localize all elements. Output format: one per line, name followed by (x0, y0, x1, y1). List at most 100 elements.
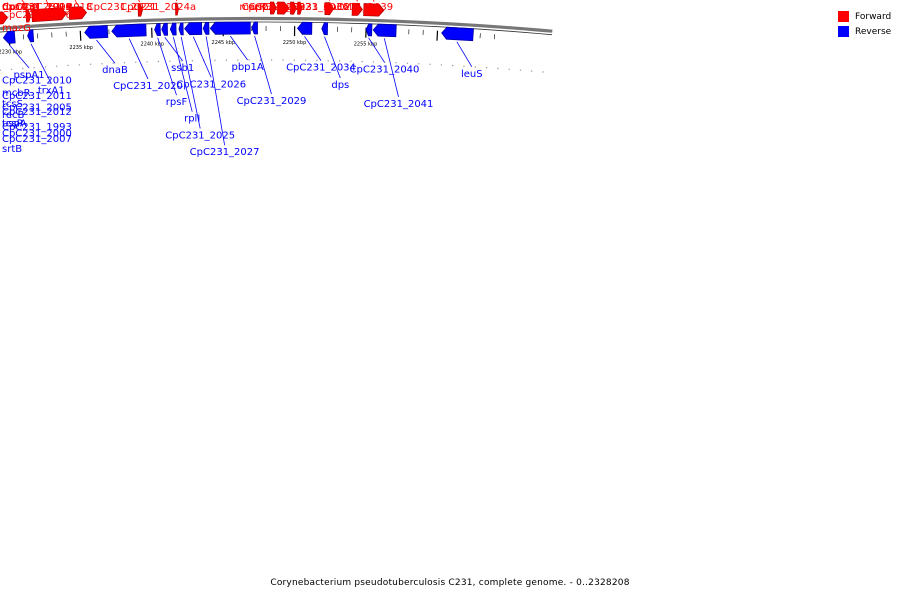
gene-label-CpC231_2040: CpC231_2040 (350, 64, 420, 75)
guide-dot (316, 59, 318, 62)
guide-dot (169, 60, 171, 62)
guide-dot (214, 59, 216, 61)
gene-pspA1 (2, 30, 16, 44)
gene-CpC231_2034 (296, 21, 313, 35)
guide-dot (112, 62, 114, 64)
gene-CpC231_2032 (290, 1, 297, 15)
guide-dot (519, 69, 522, 71)
gene-label-pbp1A: pbp1A (231, 62, 263, 73)
gene-label-pspA1: pspA1 (14, 70, 45, 81)
guide-dot (89, 63, 92, 65)
leader-CpC231_2020 (128, 38, 149, 80)
guide-dot (191, 60, 194, 62)
gene-label-CpC231_2029: CpC231_2029 (237, 96, 307, 107)
guide-dot (33, 67, 35, 69)
gene-label-uspA: uspA (2, 118, 27, 129)
guide-dot (508, 68, 510, 71)
guide-dot (123, 62, 126, 64)
gene-CpC231_2036 (324, 2, 335, 16)
guide-dot (406, 62, 409, 64)
forward-swatch (838, 11, 849, 22)
gene-label-dps: dps (331, 80, 349, 91)
gene-label-CpC231_2020: CpC231_2020 (113, 81, 183, 92)
gene-label-CpC231_1996: CpC231_1996 (2, 10, 72, 21)
scale-label: 2235 kbp (69, 45, 93, 51)
gene-label-mcbR: mcbR (2, 88, 31, 99)
guide-dot (44, 66, 47, 68)
scale-label: 2250 kbp (283, 40, 307, 46)
dotted-guide-lines (0, 59, 544, 73)
gene-label-CpC231_2013: CpC231_2013 (2, 2, 72, 13)
gene-label-mazG: mazG (2, 23, 31, 34)
leader-CpC231_2025 (180, 36, 201, 129)
guide-dot (304, 59, 307, 61)
gene-mutM2 (351, 2, 363, 16)
gene-rplI (169, 22, 177, 36)
gene-label-CpC231_2033: CpC231_2033 (248, 2, 318, 13)
gene-label-rplI: rplI (184, 114, 200, 125)
gene-marR3 (269, 1, 277, 15)
guide-dot (497, 67, 499, 70)
leader-CpC231_2024a (175, 0, 178, 2)
guide-dot (338, 60, 341, 62)
gene-CpC231_2027 (202, 21, 210, 35)
gene-label-CpC231_2012: CpC231_2012 (2, 107, 72, 118)
guide-dot (327, 60, 329, 62)
gene-label-CpC231_1995: CpC231_1995 (2, 2, 72, 13)
gene-label-CpC231_2004: CpC231_2004 (2, 2, 72, 13)
leader-trxA1 (30, 43, 52, 84)
gene-CpC231_2026 (184, 22, 203, 36)
guide-dot (237, 59, 239, 61)
guide-dot (531, 70, 533, 72)
gene-label-CpC231_2009: CpC231_2009 (2, 2, 72, 13)
legend-forward: Forward (838, 9, 891, 24)
gene-label-ctpA: ctpA (16, 2, 39, 13)
guide-dot (372, 61, 375, 63)
guide-dot (22, 67, 24, 70)
gene-label-CpC231_2036: CpC231_2036 (279, 2, 349, 13)
gene-label-CpC231_2039: CpC231_2039 (323, 2, 393, 13)
leader-dps (324, 36, 341, 79)
gene-label-CpC231_2010: CpC231_2010 (2, 75, 72, 86)
guide-dot (56, 65, 58, 67)
guide-dot (440, 64, 443, 66)
leader-CpC231_2026 (192, 36, 212, 78)
gene-CpC231_2018 (68, 6, 88, 20)
scale-tick (436, 30, 439, 41)
genome-caption: Corynebacterium pseudotuberculosis C231,… (270, 578, 630, 588)
gene-label-srtB: srtB (2, 144, 22, 155)
gene-label-CpC231_2032: CpC231_2032 (242, 2, 312, 13)
guide-dot (361, 60, 363, 63)
legend-reverse-label: Reverse (855, 26, 892, 37)
guide-dot (429, 63, 431, 65)
gene-label-CpC231_2024a: CpC231_2024a (120, 2, 196, 13)
leader-CpC231_2040 (368, 37, 385, 63)
leader-CpC231_2041 (383, 38, 399, 97)
guide-dot (0, 69, 1, 71)
gene-CpC231_2040 (365, 23, 373, 37)
guide-dot (463, 65, 465, 68)
gene-CpC231_2041 (372, 23, 397, 38)
gene-CpC231_2020 (111, 23, 147, 38)
guide-dot (78, 64, 81, 66)
gene-rpsF (154, 23, 161, 37)
guide-dot (10, 68, 13, 71)
gene-label-CpC231_2025: CpC231_2025 (165, 131, 235, 142)
leader-CpC231_2036 (328, 0, 330, 1)
leader-CpC231_2029 (254, 35, 272, 95)
gene-CpC231_2013 (0, 11, 9, 25)
gene-leuS (441, 26, 474, 42)
guide-dot (248, 59, 250, 61)
guide-dot (282, 59, 284, 61)
gene-CpC231_2016 (25, 9, 31, 23)
gene-ssb1 (161, 22, 169, 36)
gene-features (0, 1, 474, 44)
gene-label-rluC: rluC (2, 2, 22, 13)
guide-dot (67, 64, 69, 67)
gene-label-CpC231_2018: CpC231_2018 (22, 2, 92, 13)
gene-label-CpC231_2034: CpC231_2034 (286, 63, 356, 74)
gene-label-CpC231_2021: CpC231_2021 (87, 2, 157, 13)
guide-dot (474, 66, 476, 68)
gene-label-oxaA: oxaA (2, 2, 27, 13)
